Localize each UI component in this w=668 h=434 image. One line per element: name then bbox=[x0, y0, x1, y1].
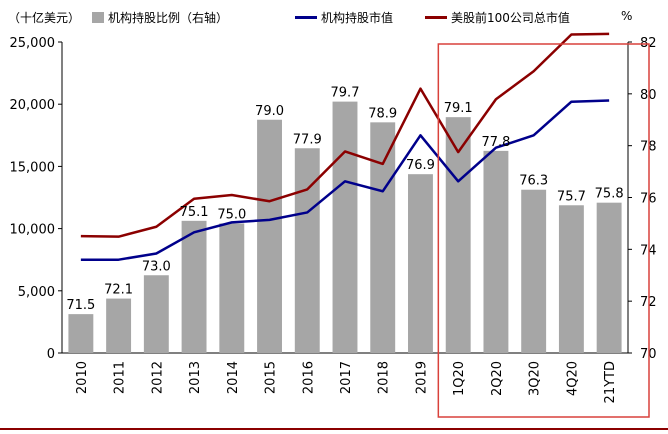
x-tick-label: 2012 bbox=[150, 361, 165, 394]
bar-data-label: 75.0 bbox=[217, 207, 246, 222]
bar-data-label: 77.8 bbox=[481, 135, 510, 150]
left-tick-label: 20,000 bbox=[10, 98, 56, 113]
bar-data-label: 75.7 bbox=[557, 189, 586, 204]
bar-data-label: 79.7 bbox=[331, 86, 360, 101]
legend-item-bar: 机构持股比例（右轴） bbox=[92, 9, 228, 26]
left-tick-label: 15,000 bbox=[10, 160, 56, 175]
bar bbox=[558, 205, 584, 353]
bar bbox=[408, 174, 433, 353]
line2-swatch-icon bbox=[425, 16, 447, 19]
bar-data-label: 76.9 bbox=[406, 158, 435, 173]
line1-swatch-icon bbox=[295, 16, 317, 19]
bar-data-label: 73.0 bbox=[142, 259, 171, 274]
bottom-rule bbox=[0, 428, 668, 430]
bar-data-label: 77.9 bbox=[293, 132, 322, 147]
x-tick-label: 1Q20 bbox=[452, 361, 467, 396]
bar bbox=[370, 122, 396, 353]
bar bbox=[445, 117, 471, 354]
bar bbox=[143, 275, 169, 353]
legend-item-line2: 美股前100公司总市值 bbox=[425, 9, 570, 26]
left-tick-label: 0 bbox=[47, 347, 55, 362]
bar bbox=[68, 314, 94, 353]
x-tick-label: 2013 bbox=[188, 361, 203, 394]
bar-swatch-icon bbox=[92, 12, 104, 23]
bar bbox=[483, 150, 509, 353]
bar bbox=[521, 189, 547, 353]
left-axis-unit: （十亿美元） bbox=[8, 11, 81, 25]
bar bbox=[596, 202, 622, 353]
highlight-box bbox=[437, 43, 650, 418]
bar-data-label: 75.8 bbox=[595, 187, 624, 202]
bar bbox=[332, 101, 358, 353]
legend-bar-label: 机构持股比例（右轴） bbox=[108, 11, 229, 25]
bar bbox=[257, 119, 282, 353]
x-tick-label: 2019 bbox=[414, 361, 429, 394]
series-line-2 bbox=[80, 32, 610, 238]
bar-data-label: 72.1 bbox=[104, 283, 133, 298]
bar-data-label: 75.1 bbox=[180, 205, 209, 220]
legend: （十亿美元） 机构持股比例（右轴） 机构持股市值 美股前100公司总市值 bbox=[0, 8, 668, 26]
bar-data-label: 78.9 bbox=[368, 106, 397, 121]
x-tick-label: 2011 bbox=[113, 361, 128, 394]
left-tick-label: 10,000 bbox=[10, 223, 56, 238]
right-axis-unit: % bbox=[621, 9, 633, 23]
legend-item-line1: 机构持股市值 bbox=[295, 9, 393, 26]
x-tick-label: 2014 bbox=[226, 361, 241, 394]
x-tick-label: 3Q20 bbox=[528, 361, 543, 396]
bar-data-label: 76.3 bbox=[519, 174, 548, 189]
bar bbox=[106, 298, 132, 353]
bar-data-label: 79.0 bbox=[255, 104, 284, 119]
x-tick-label: 4Q20 bbox=[565, 361, 580, 396]
x-tick-label: 2Q20 bbox=[490, 361, 505, 396]
x-tick-label: 2018 bbox=[377, 361, 392, 394]
x-tick-label: 21YTD bbox=[603, 361, 618, 403]
x-tick-label: 2015 bbox=[264, 361, 279, 394]
bar bbox=[219, 223, 245, 353]
bar-data-label: 79.1 bbox=[444, 101, 473, 116]
x-tick-label: 2017 bbox=[339, 361, 354, 394]
legend-line2-label: 美股前100公司总市值 bbox=[451, 11, 570, 25]
legend-line1-label: 机构持股市值 bbox=[321, 11, 394, 25]
series-line-1 bbox=[80, 99, 610, 261]
x-tick-label: 2016 bbox=[301, 361, 316, 394]
left-tick-label: 5,000 bbox=[18, 285, 55, 300]
bar-data-label: 71.5 bbox=[66, 298, 95, 313]
left-tick-label: 25,000 bbox=[10, 36, 56, 51]
bar bbox=[181, 220, 207, 353]
x-tick-label: 2010 bbox=[75, 361, 90, 394]
